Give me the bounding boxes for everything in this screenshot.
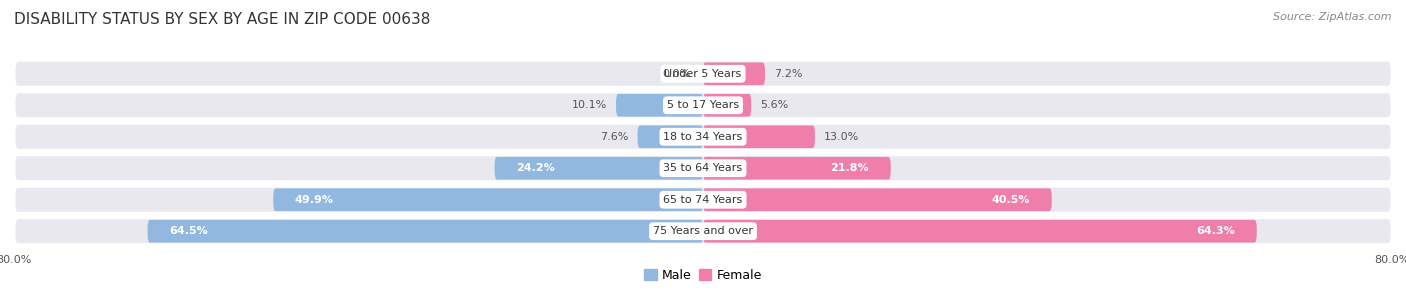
Text: 13.0%: 13.0% [824, 132, 859, 142]
Text: 18 to 34 Years: 18 to 34 Years [664, 132, 742, 142]
Text: Source: ZipAtlas.com: Source: ZipAtlas.com [1274, 12, 1392, 22]
Text: 75 Years and over: 75 Years and over [652, 226, 754, 236]
Text: 0.0%: 0.0% [662, 69, 690, 79]
FancyBboxPatch shape [14, 60, 1392, 87]
Text: 24.2%: 24.2% [516, 163, 555, 173]
FancyBboxPatch shape [703, 220, 1257, 242]
Text: 5 to 17 Years: 5 to 17 Years [666, 100, 740, 110]
Text: 5.6%: 5.6% [759, 100, 789, 110]
FancyBboxPatch shape [14, 155, 1392, 181]
FancyBboxPatch shape [616, 94, 703, 117]
Text: 10.1%: 10.1% [572, 100, 607, 110]
FancyBboxPatch shape [14, 186, 1392, 213]
Text: 65 to 74 Years: 65 to 74 Years [664, 195, 742, 205]
Text: 64.5%: 64.5% [169, 226, 208, 236]
Text: 49.9%: 49.9% [295, 195, 333, 205]
Text: 40.5%: 40.5% [991, 195, 1031, 205]
Text: 64.3%: 64.3% [1197, 226, 1236, 236]
FancyBboxPatch shape [703, 125, 815, 148]
FancyBboxPatch shape [273, 188, 703, 211]
Text: 7.6%: 7.6% [600, 132, 628, 142]
FancyBboxPatch shape [703, 63, 765, 85]
Text: DISABILITY STATUS BY SEX BY AGE IN ZIP CODE 00638: DISABILITY STATUS BY SEX BY AGE IN ZIP C… [14, 12, 430, 27]
FancyBboxPatch shape [703, 157, 891, 180]
FancyBboxPatch shape [637, 125, 703, 148]
FancyBboxPatch shape [14, 218, 1392, 245]
FancyBboxPatch shape [148, 220, 703, 242]
FancyBboxPatch shape [14, 124, 1392, 150]
Legend: Male, Female: Male, Female [640, 264, 766, 287]
Text: 35 to 64 Years: 35 to 64 Years [664, 163, 742, 173]
FancyBboxPatch shape [703, 188, 1052, 211]
Text: 7.2%: 7.2% [773, 69, 801, 79]
FancyBboxPatch shape [703, 94, 751, 117]
Text: Under 5 Years: Under 5 Years [665, 69, 741, 79]
FancyBboxPatch shape [495, 157, 703, 180]
FancyBboxPatch shape [14, 92, 1392, 119]
Text: 21.8%: 21.8% [831, 163, 869, 173]
